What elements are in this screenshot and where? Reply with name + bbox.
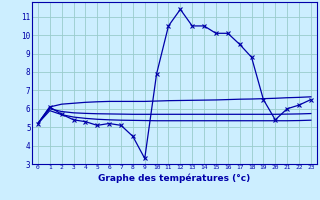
X-axis label: Graphe des températures (°c): Graphe des températures (°c) <box>98 173 251 183</box>
